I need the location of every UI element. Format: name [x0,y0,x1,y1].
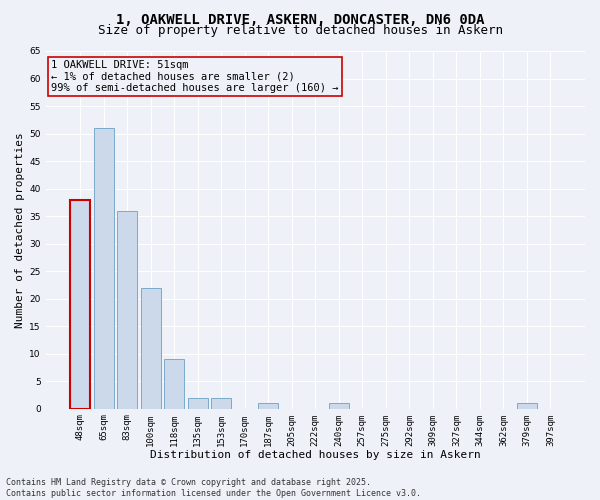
X-axis label: Distribution of detached houses by size in Askern: Distribution of detached houses by size … [150,450,481,460]
Bar [164,359,184,408]
Bar [211,398,231,408]
Text: Size of property relative to detached houses in Askern: Size of property relative to detached ho… [97,24,503,37]
Bar [188,398,208,408]
Text: 1 OAKWELL DRIVE: 51sqm
← 1% of detached houses are smaller (2)
99% of semi-detac: 1 OAKWELL DRIVE: 51sqm ← 1% of detached … [51,60,338,93]
Bar [140,288,161,408]
Bar [517,403,537,408]
Bar [117,210,137,408]
Bar [70,200,90,408]
Bar [94,128,113,408]
Y-axis label: Number of detached properties: Number of detached properties [15,132,25,328]
Bar [329,403,349,408]
Text: Contains HM Land Registry data © Crown copyright and database right 2025.
Contai: Contains HM Land Registry data © Crown c… [6,478,421,498]
Text: 1, OAKWELL DRIVE, ASKERN, DONCASTER, DN6 0DA: 1, OAKWELL DRIVE, ASKERN, DONCASTER, DN6… [116,12,484,26]
Bar [258,403,278,408]
